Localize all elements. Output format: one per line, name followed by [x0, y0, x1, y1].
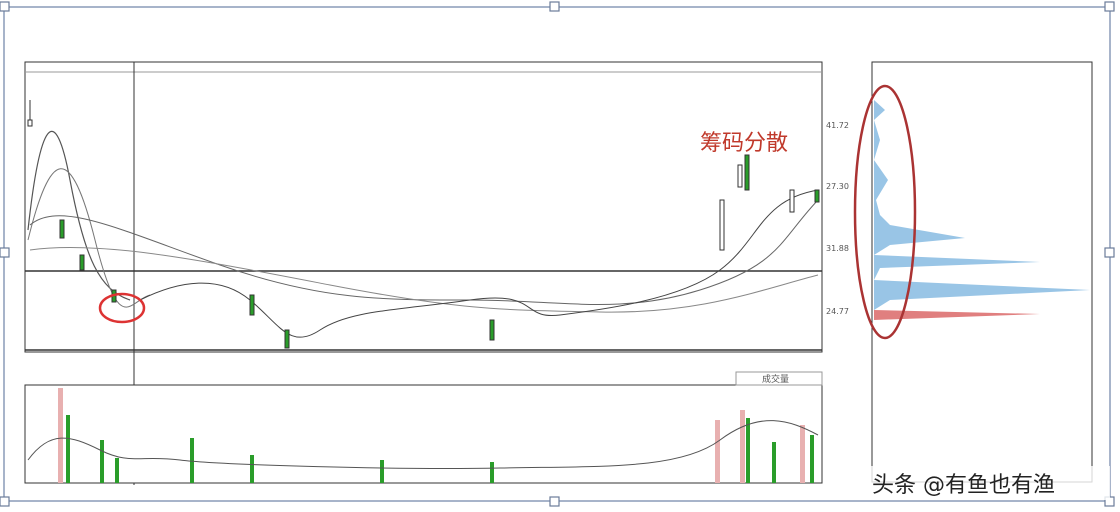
highlight-circle — [98, 292, 146, 324]
watermark: 头条 @有鱼也有渔 — [872, 473, 1055, 498]
price-label: 31.88 — [826, 244, 849, 253]
price-label: 41.72 — [826, 121, 849, 130]
volume-label: 成交量 — [762, 373, 789, 385]
volume-panel: 成交量 — [24, 371, 823, 484]
highlight-circle — [853, 84, 917, 340]
price-label: 27.30 — [826, 182, 849, 191]
price-label: 24.77 — [826, 307, 849, 316]
annotation: 筹码分散 — [700, 131, 788, 156]
chip-panel — [853, 61, 1093, 483]
price-axis: 41.72 27.30 31.88 24.77 — [826, 121, 849, 316]
